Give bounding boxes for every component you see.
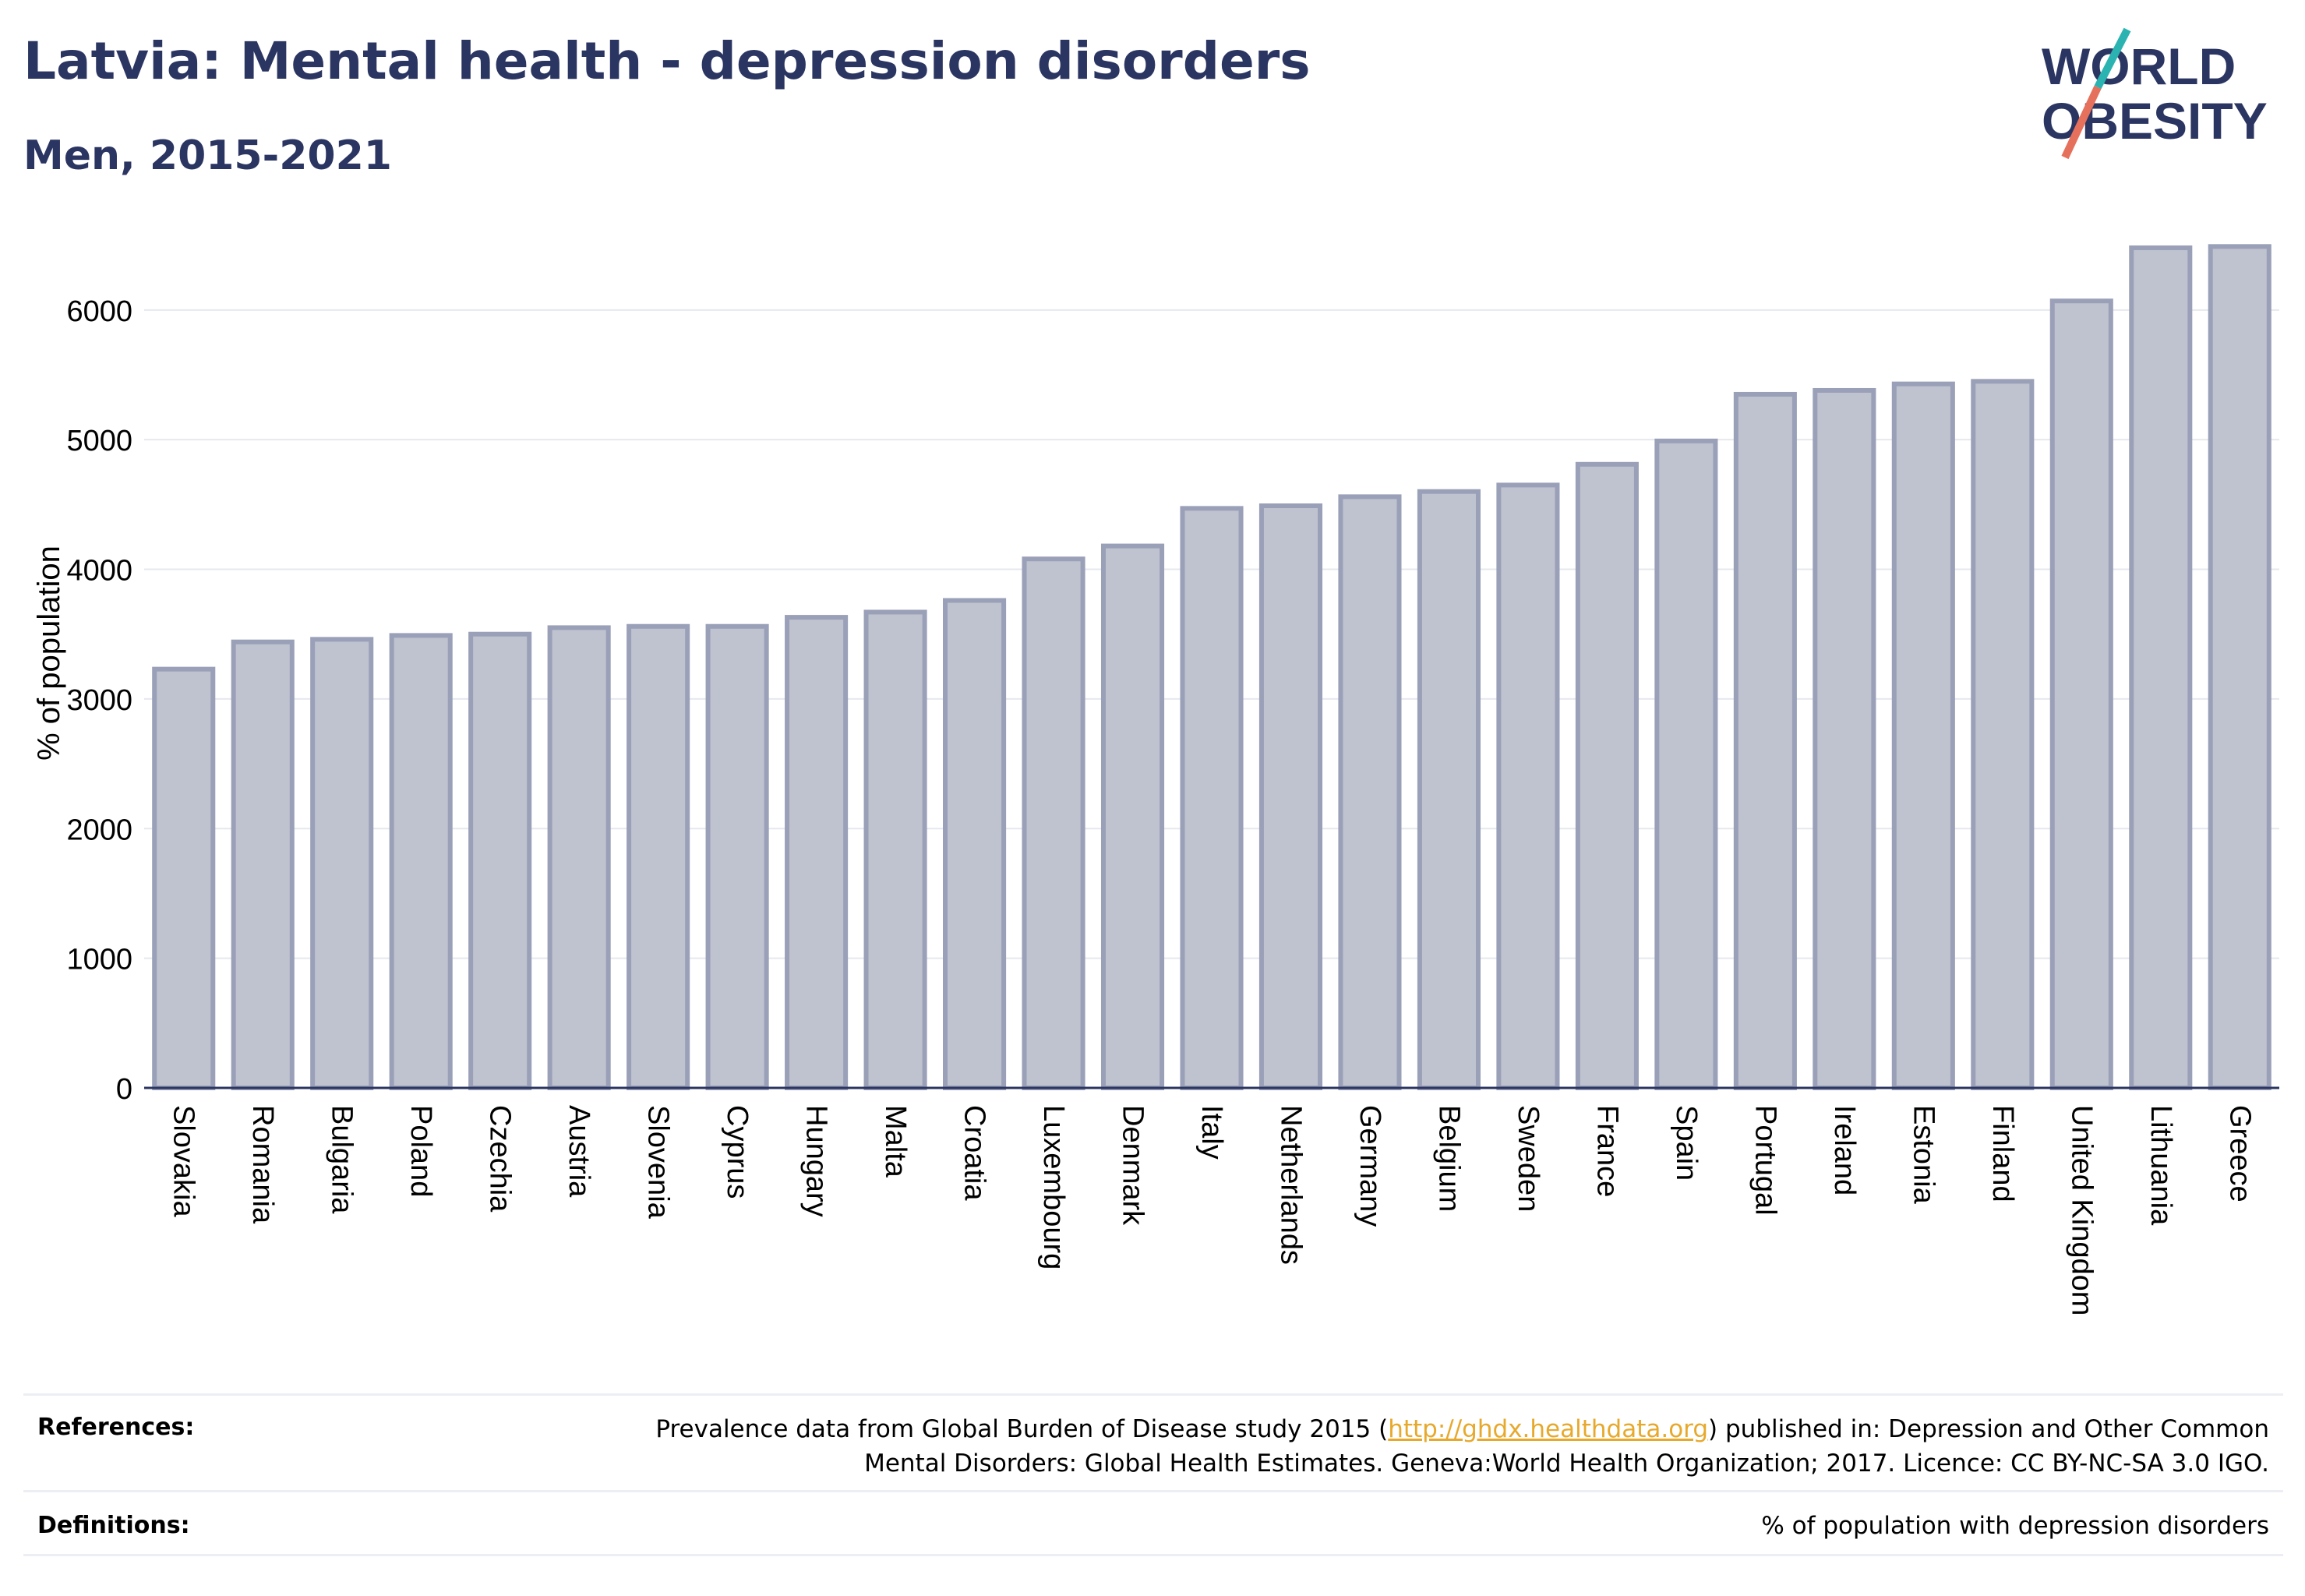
x-tick-label: Estonia <box>1907 1105 1940 1205</box>
x-tick-label: Bulgaria <box>326 1105 358 1214</box>
x-tick-label: Slovakia <box>168 1105 200 1217</box>
references-text: Prevalence data from Global Burden of Di… <box>655 1412 2269 1481</box>
references-link[interactable]: http://ghdx.healthdata.org <box>1388 1415 1709 1443</box>
bar-spain[interactable] <box>1654 438 1718 1090</box>
x-tick-label: Ireland <box>1828 1105 1861 1195</box>
bar-romania[interactable] <box>231 639 295 1090</box>
bar-lithuania[interactable] <box>2129 245 2193 1090</box>
x-tick-label: Slovenia <box>642 1105 675 1220</box>
chart-subtitle: Men, 2015-2021 <box>23 132 392 179</box>
x-tick-label: United Kingdom <box>2065 1105 2098 1315</box>
x-tick-label: Spain <box>1670 1105 1703 1181</box>
logo-slash-coral <box>2061 85 2102 160</box>
bar-denmark[interactable] <box>1100 543 1165 1090</box>
y-tick-label: 5000 <box>66 425 132 457</box>
x-tick-label: Czechia <box>484 1105 517 1213</box>
world-obesity-logo: WORLD OBESITY <box>2042 27 2268 160</box>
bar-germany[interactable] <box>1338 494 1402 1090</box>
x-tick-label: Finland <box>1986 1105 2019 1202</box>
definitions-label: Definitions: <box>37 1512 190 1539</box>
x-tick-label: Sweden <box>1512 1105 1544 1212</box>
bar-italy[interactable] <box>1180 506 1244 1090</box>
x-tick-label: Belgium <box>1432 1105 1465 1212</box>
bar-portugal[interactable] <box>1733 391 1797 1091</box>
bar-bulgaria[interactable] <box>310 637 374 1090</box>
bar-ireland[interactable] <box>1813 387 1876 1090</box>
bar-sweden[interactable] <box>1496 482 1560 1090</box>
bar-united-kingdom[interactable] <box>2049 298 2113 1090</box>
x-tick-label: Hungary <box>800 1105 833 1217</box>
footer-top-rule <box>23 1393 2283 1396</box>
references-section: References: Prevalence data from Global … <box>23 1412 2283 1490</box>
y-tick-label: 2000 <box>66 814 132 846</box>
x-tick-label: Cyprus <box>721 1105 754 1199</box>
y-tick-label: 6000 <box>66 295 132 328</box>
references-label: References: <box>37 1414 195 1441</box>
x-tick-label: Lithuania <box>2144 1105 2177 1226</box>
x-tick-label: Romania <box>246 1105 279 1224</box>
x-tick-labels: Slovakia Romania Bulgaria Poland Czechia Aust… <box>168 1105 2257 1315</box>
definitions-text: % of population with depression disorder… <box>1761 1512 2269 1540</box>
bar-luxembourg[interactable] <box>1022 556 1085 1090</box>
bar-slovenia[interactable] <box>627 623 690 1090</box>
x-tick-label: Netherlands <box>1274 1105 1307 1265</box>
x-tick-label: Austria <box>563 1105 595 1198</box>
x-tick-label: Denmark <box>1117 1105 1149 1226</box>
bar-estonia[interactable] <box>1891 381 1955 1090</box>
bar-greece[interactable] <box>2208 244 2271 1090</box>
x-tick-label: Poland <box>404 1105 437 1197</box>
y-tick-label: 0 <box>116 1073 132 1106</box>
y-axis-label: % of population <box>32 546 66 761</box>
x-tick-label: Italy <box>1195 1105 1228 1160</box>
bars <box>152 244 2271 1091</box>
x-tick-label: Portugal <box>1749 1105 1781 1216</box>
y-tick-label: 1000 <box>66 944 132 976</box>
y-tick-label: 4000 <box>66 555 132 588</box>
bar-austria[interactable] <box>547 625 611 1090</box>
bar-netherlands[interactable] <box>1258 503 1323 1090</box>
bar-chart: 0 1000 2000 3000 4000 5000 6000 Slovakia Romani… <box>32 244 2279 1315</box>
x-tick-label: Croatia <box>958 1105 991 1201</box>
bar-czechia[interactable] <box>468 631 532 1090</box>
bar-malta[interactable] <box>863 609 927 1090</box>
references-line-2: Mental Disorders: Global Health Estimate… <box>864 1449 2269 1478</box>
references-line-1: Prevalence data from Global Burden of Di… <box>655 1412 2269 1446</box>
bar-hungary[interactable] <box>785 615 849 1090</box>
bar-slovakia[interactable] <box>152 666 216 1090</box>
bar-france[interactable] <box>1575 461 1639 1090</box>
references-pre: Prevalence data from Global Burden of Di… <box>655 1415 1389 1443</box>
x-tick-label: Luxembourg <box>1037 1105 1070 1269</box>
bar-cyprus[interactable] <box>705 623 769 1090</box>
x-tick-label: Greece <box>2223 1105 2256 1202</box>
x-tick-label: Germany <box>1354 1105 1386 1227</box>
bar-belgium[interactable] <box>1417 489 1481 1090</box>
x-tick-label: France <box>1590 1105 1623 1197</box>
x-tick-label: Malta <box>879 1105 912 1178</box>
bar-finland[interactable] <box>1971 379 2035 1090</box>
definitions-section: Definitions: % of population with depres… <box>23 1509 2283 1555</box>
bar-poland[interactable] <box>389 633 453 1090</box>
footer-middle-rule <box>23 1490 2283 1492</box>
y-tick-labels: 0 1000 2000 3000 4000 5000 6000 <box>66 295 132 1106</box>
chart-title: Latvia: Mental health - depression disor… <box>23 31 1311 91</box>
logo-word-world: WORLD <box>2042 37 2236 95</box>
references-post: ) published in: Depression and Other Com… <box>1708 1415 2269 1443</box>
y-tick-label: 3000 <box>66 684 132 717</box>
bar-croatia[interactable] <box>943 598 1007 1090</box>
footer-bottom-rule <box>23 1554 2283 1556</box>
logo-slash-teal <box>2094 27 2131 90</box>
